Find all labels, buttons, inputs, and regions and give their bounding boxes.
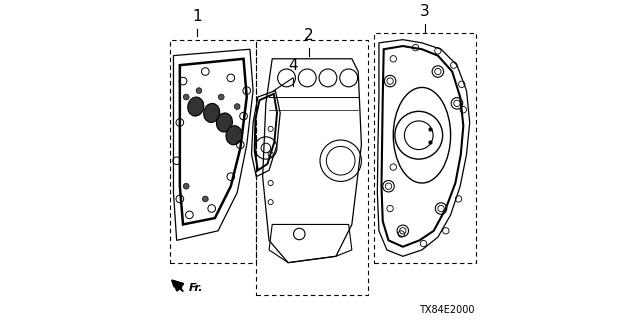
Circle shape [202,196,208,202]
Bar [374,33,476,263]
Ellipse shape [188,97,204,116]
Circle shape [196,88,202,93]
Text: TX84E2000: TX84E2000 [419,305,474,315]
Circle shape [183,94,189,100]
Text: 3: 3 [420,4,430,19]
Bar [170,40,256,263]
Text: 4: 4 [288,58,298,73]
Circle shape [234,104,240,109]
Ellipse shape [216,113,232,132]
Circle shape [183,183,189,189]
Text: Fr.: Fr. [188,283,203,293]
Circle shape [218,94,224,100]
Ellipse shape [226,126,242,145]
Text: 1: 1 [193,9,202,24]
Bar [256,40,368,294]
Text: 2: 2 [304,28,314,43]
Ellipse shape [204,103,220,123]
